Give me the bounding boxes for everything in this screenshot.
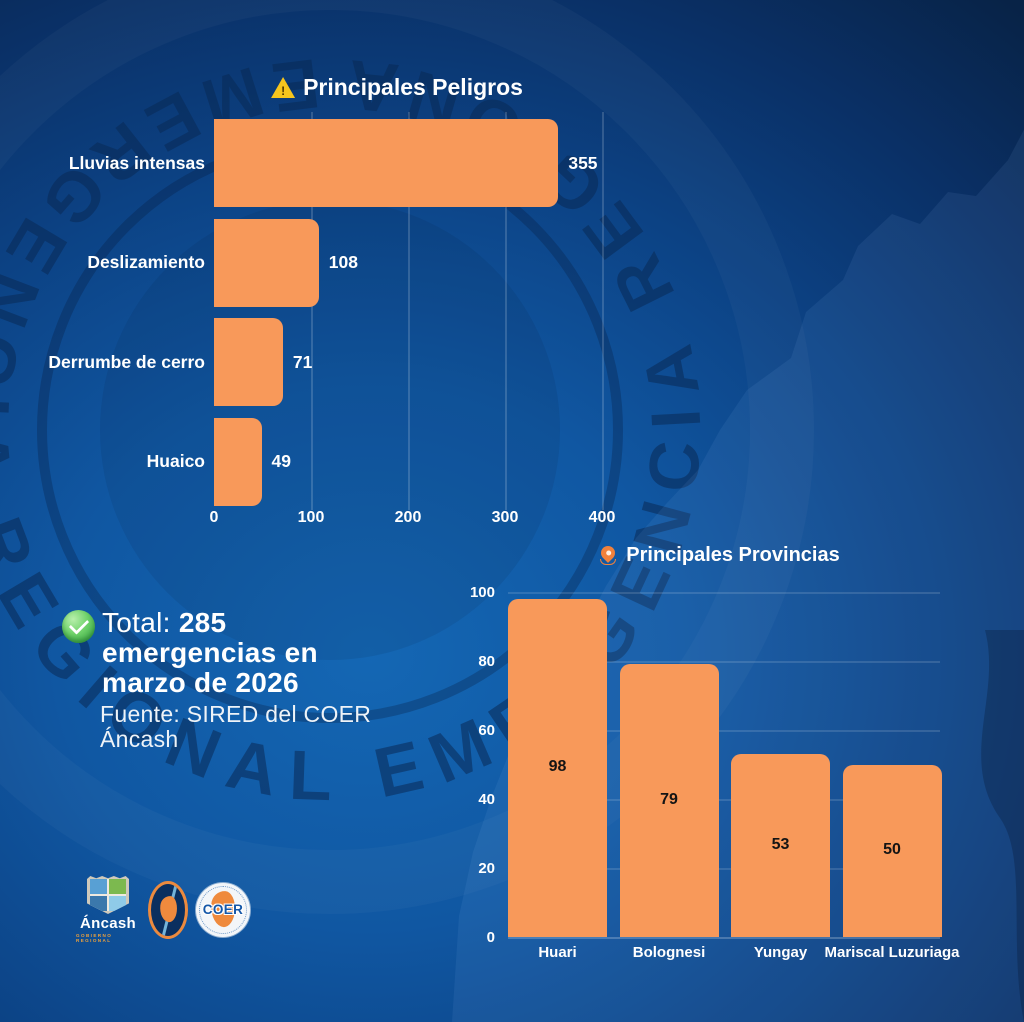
logo-row: Áncash GOBIERNO REGIONAL COER bbox=[76, 876, 250, 943]
provincias-y-tick: 20 bbox=[478, 860, 495, 877]
peligros-bar-chart: 0 100 200 300 400 355 Lluvias intensas 108 Desli… bbox=[48, 112, 616, 526]
provincias-bar bbox=[508, 598, 607, 937]
coer-logo: COER bbox=[196, 882, 250, 937]
peligros-category-label: Lluvias intensas bbox=[68, 152, 205, 173]
peligros-bar-value: 71 bbox=[292, 351, 313, 372]
peligros-category-label: Deslizamiento bbox=[87, 252, 205, 272]
provincias-gridline bbox=[508, 661, 940, 663]
provincias-bar-value: 53 bbox=[771, 835, 790, 853]
total-text: Total: 285 emergencias en marzo de 2026 bbox=[102, 608, 318, 698]
coer-logo-text: COER bbox=[202, 901, 244, 917]
provincias-bar-value: 79 bbox=[660, 790, 678, 808]
total-line-2: emergencias en bbox=[102, 637, 318, 668]
peligros-bar bbox=[214, 318, 283, 406]
check-icon bbox=[62, 610, 95, 643]
peligros-chart-title: ! Principales Peligros bbox=[197, 74, 597, 101]
plataforma-regional-logo bbox=[148, 880, 188, 939]
plataforma-map-icon bbox=[158, 894, 179, 923]
source-line-1: Fuente: SIRED del COER bbox=[100, 701, 372, 727]
peligros-x-tick: 100 bbox=[297, 509, 325, 526]
provincias-category-label: Yungay bbox=[753, 944, 808, 961]
peligros-bar bbox=[214, 417, 262, 506]
peligros-gridline bbox=[311, 112, 313, 510]
peligros-category-label: Huaico bbox=[146, 451, 205, 471]
peligros-gridline bbox=[505, 112, 507, 510]
source-line-2: Áncash bbox=[100, 726, 179, 752]
peligros-bar-value: 108 bbox=[328, 252, 358, 272]
source-note: Fuente: SIRED del COER Áncash bbox=[100, 702, 371, 752]
provincias-y-tick: 100 bbox=[469, 584, 495, 601]
provincias-gridline bbox=[508, 592, 940, 594]
provincias-bar bbox=[842, 764, 942, 937]
provincias-bar bbox=[619, 664, 719, 937]
provincias-bar-chart: 0 20 40 60 80 100 98 Huari 79 Bolognesi 53 Yungay 50… bbox=[0, 540, 1024, 1022]
peligros-title-text: Principales Peligros bbox=[303, 74, 523, 100]
provincias-gridline bbox=[508, 730, 940, 732]
ancash-shield-icon bbox=[87, 876, 129, 914]
provincias-gridline bbox=[508, 799, 940, 801]
peligros-x-tick: 200 bbox=[394, 509, 422, 526]
peligros-category-label: Derrumbe de cerro bbox=[48, 351, 205, 372]
peligros-bar-value: 355 bbox=[568, 152, 598, 173]
peligros-bar-value: 49 bbox=[271, 451, 291, 471]
provincias-bar-value: 50 bbox=[883, 840, 901, 858]
provincias-title-text: Principales Provincias bbox=[626, 544, 840, 566]
ancash-crest-logo: Áncash GOBIERNO REGIONAL bbox=[76, 876, 140, 943]
peligros-gridline bbox=[408, 112, 410, 510]
provincias-category-label: Mariscal Luzuriaga bbox=[824, 944, 960, 961]
peligros-x-tick: 0 bbox=[209, 509, 219, 526]
provincias-y-tick: 60 bbox=[478, 722, 495, 739]
peligros-bar bbox=[214, 218, 319, 307]
provincias-bar bbox=[731, 754, 830, 937]
provincias-category-label: Bolognesi bbox=[632, 944, 706, 961]
peligros-x-tick: 300 bbox=[491, 509, 519, 526]
peligros-bar bbox=[214, 119, 559, 207]
peligros-x-tick: 400 bbox=[588, 509, 616, 526]
provincias-bar-value: 98 bbox=[548, 757, 567, 775]
total-line-1: Total: 285 bbox=[102, 607, 227, 638]
provincias-gridline bbox=[508, 868, 940, 870]
provincias-baseline bbox=[508, 937, 940, 939]
provincias-y-tick: 80 bbox=[478, 653, 495, 670]
peligros-gridline bbox=[602, 112, 604, 510]
provincias-y-tick: 0 bbox=[486, 929, 495, 946]
ancash-logo-subtitle: GOBIERNO REGIONAL bbox=[76, 933, 113, 943]
provincias-chart-title: Principales Provincias bbox=[520, 543, 920, 567]
ancash-logo-name: Áncash bbox=[80, 915, 136, 932]
provincias-category-label: Huari bbox=[538, 944, 577, 961]
total-line-3: marzo de 2026 bbox=[102, 667, 299, 698]
provincias-y-tick: 40 bbox=[478, 791, 495, 808]
total-summary: Total: 285 emergencias en marzo de 2026 bbox=[62, 608, 318, 698]
location-pin-icon bbox=[598, 543, 619, 565]
